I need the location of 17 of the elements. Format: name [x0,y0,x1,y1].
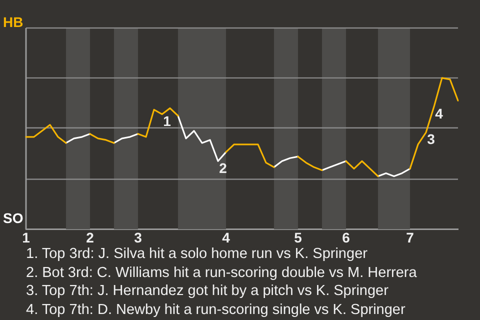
x-tick-label: 7 [406,229,414,246]
text: 2. Bot 3rd: C. Williams hit a run-scoring double vs M. Herrera [26,264,417,282]
x-tick-label: 2 [86,229,94,246]
text: HB [3,14,24,30]
annotation: 3 [427,131,436,148]
x-tick-label: 3 [134,229,142,246]
x-tick-label: 1 [22,229,30,246]
annotation: 1 [163,113,172,130]
text: 3. Top 7th: J. Hernandez got hit by a pitch vs K. Springer [26,282,390,300]
x-tick-label: 5 [294,229,302,246]
text: SO [3,210,24,226]
annotation: 4 [435,106,444,122]
x-tick-label: 4 [222,229,230,246]
annotation: 2 [219,160,228,176]
text: 1. Top 3rd: J. Silva hit a solo home run vs K. Springer [26,245,368,264]
text: 4. Top 7th: D. Newby hit a run-scoring single vs K. Springer [26,300,406,319]
x-tick-label: 6 [342,229,350,246]
